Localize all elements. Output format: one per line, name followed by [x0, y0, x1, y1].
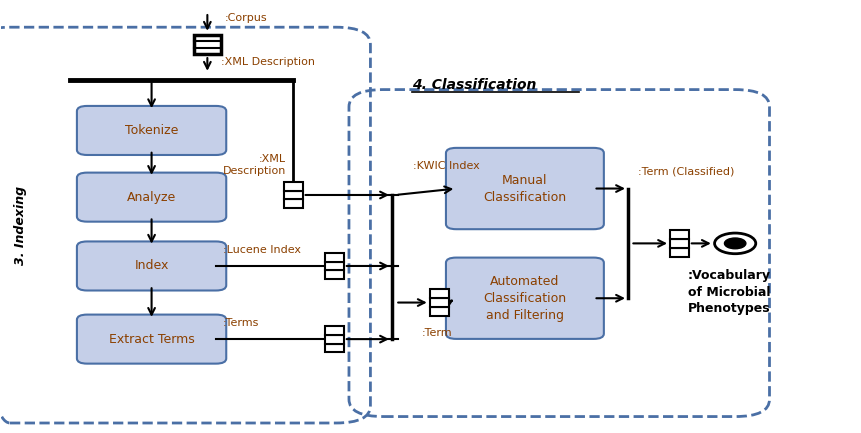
Circle shape [724, 238, 746, 249]
FancyBboxPatch shape [446, 258, 604, 339]
Text: Index: Index [134, 259, 169, 272]
Text: :Vocabulary
of Microbial
Phenotypes: :Vocabulary of Microbial Phenotypes [688, 269, 771, 315]
Text: Tokenize: Tokenize [125, 124, 178, 137]
Text: 4. Classification: 4. Classification [412, 78, 536, 92]
Circle shape [715, 233, 756, 254]
Text: :Lucene Index: :Lucene Index [223, 245, 300, 255]
Text: :Corpus: :Corpus [225, 13, 267, 23]
Bar [670, 248, 689, 257]
Bar [430, 298, 449, 307]
Bar [325, 262, 344, 271]
Bar [325, 326, 344, 335]
Bar [284, 182, 302, 191]
Text: Manual
Classification: Manual Classification [483, 174, 567, 204]
Bar [670, 239, 689, 248]
Bar [325, 343, 344, 352]
Bar [284, 191, 302, 200]
Text: 3. Indexing: 3. Indexing [14, 186, 27, 265]
Bar [670, 230, 689, 239]
Text: :Term: :Term [422, 328, 453, 338]
Text: :KWIC Index: :KWIC Index [413, 162, 480, 171]
Bar [430, 289, 449, 298]
Text: :XML Description: :XML Description [221, 57, 315, 67]
Bar [194, 35, 221, 54]
Text: :XML
Description: :XML Description [223, 154, 287, 176]
Text: Automated
Classification
and Filtering: Automated Classification and Filtering [483, 275, 567, 322]
Text: Extract Terms: Extract Terms [108, 333, 195, 346]
FancyBboxPatch shape [77, 173, 226, 222]
FancyBboxPatch shape [77, 106, 226, 155]
FancyBboxPatch shape [77, 315, 226, 364]
Bar [325, 252, 344, 262]
FancyBboxPatch shape [446, 148, 604, 229]
Text: :Term (Classified): :Term (Classified) [638, 166, 734, 176]
Text: :Terms: :Terms [223, 318, 259, 328]
Bar [430, 307, 449, 316]
FancyBboxPatch shape [77, 242, 226, 291]
Bar [284, 200, 302, 208]
Bar [325, 271, 344, 279]
Text: Analyze: Analyze [127, 191, 177, 204]
Bar [325, 335, 344, 343]
